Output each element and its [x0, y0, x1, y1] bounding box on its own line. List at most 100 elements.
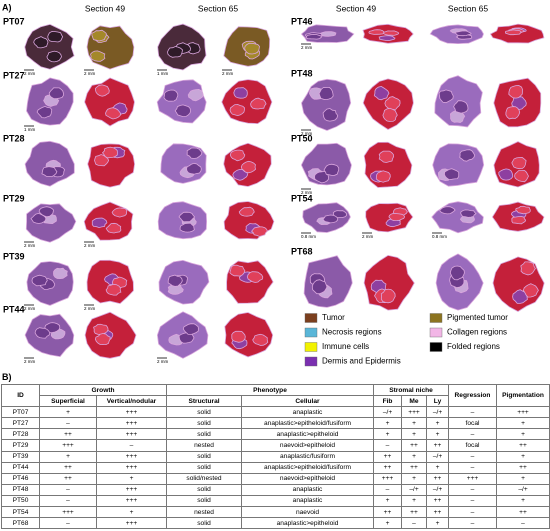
tissue-region	[94, 84, 110, 97]
table-cell: PT54	[1, 506, 40, 519]
table-cell: ++	[496, 506, 550, 519]
table-cell: ++	[373, 506, 403, 519]
header-group: Regression	[448, 383, 498, 408]
table-cell: +	[39, 450, 97, 463]
table-cell: solid	[166, 517, 243, 530]
tissue-region	[449, 265, 465, 281]
sample-id: PT39	[3, 251, 25, 261]
table-cell: PT48	[1, 483, 40, 496]
tissue-region	[240, 160, 257, 174]
table-head: ID Growth Phenotype Stromal niche Regression…	[1, 383, 550, 408]
tissue-region	[511, 156, 527, 170]
legend-label: Immune cells	[322, 342, 369, 351]
tissue-region	[47, 30, 64, 43]
table-cell: +	[95, 506, 168, 519]
table-cell: PT44	[1, 461, 40, 474]
tissue-region	[378, 150, 395, 163]
table-cell: –/+	[401, 483, 428, 496]
table-cell: ++	[401, 506, 428, 519]
table-cell: anaplastic>epitheloid/fusiform	[241, 461, 375, 474]
table-row: PT68– +++ solid anaplastic>epitheloid + – + – –	[1, 517, 550, 530]
table-cell: +	[426, 517, 450, 530]
tissue-region	[505, 106, 521, 120]
table-cell: ++	[426, 506, 450, 519]
table-cell: ++	[373, 461, 403, 474]
legend-label: Collagen regions	[447, 328, 507, 337]
panel-label: B)	[2, 372, 12, 382]
table-cell: –	[373, 439, 403, 452]
legend-label: Pigmented tumor	[447, 313, 508, 322]
header-group: ID	[1, 383, 40, 408]
tissue-region	[44, 322, 61, 334]
sample-id: PT07	[3, 16, 25, 26]
table-cell: +	[426, 417, 450, 430]
table-cell: –	[448, 461, 498, 474]
sample-id: PT27	[3, 70, 25, 80]
legend-swatch	[304, 342, 318, 352]
scale-label: 2 mm	[84, 71, 96, 76]
section-header: Section 65	[198, 3, 238, 13]
tissue-region	[311, 279, 328, 295]
table-cell: anaplastic>epitheloid	[241, 517, 375, 530]
legend-swatch	[429, 327, 443, 338]
table-cell: –	[39, 494, 97, 508]
header-column: Ly	[426, 395, 450, 408]
tissue-region	[439, 206, 456, 215]
tissue-region	[378, 35, 396, 42]
header-group: Phenotype	[166, 383, 375, 397]
table-row: PT50– +++ solid anaplastic + + ++ – +	[1, 494, 550, 508]
table-cell: ++	[426, 472, 450, 485]
table-cell: –	[448, 483, 498, 496]
tissue-region	[514, 170, 529, 183]
tissue-region	[251, 226, 268, 237]
tissue-region	[41, 166, 58, 178]
legend-swatch	[304, 313, 318, 323]
panel-label: A)	[2, 2, 12, 12]
tissue-region	[105, 283, 122, 296]
table-cell: –	[39, 517, 97, 530]
table-cell: naevoid>epitheloid	[241, 472, 375, 485]
tissue-region	[322, 214, 339, 224]
table-cell: –	[448, 406, 498, 419]
section-header: Section 49	[85, 3, 125, 13]
table-cell: –	[448, 428, 498, 441]
table-cell: focal	[448, 417, 498, 430]
tissue-region	[318, 86, 334, 101]
table-cell: +	[496, 417, 550, 430]
table-cell: PT27	[1, 417, 40, 430]
tissue-section	[301, 78, 352, 131]
header-group: Stromal niche	[373, 383, 450, 397]
header-group: Pigmentation	[496, 383, 550, 408]
sample-id: PT54	[291, 193, 313, 203]
tissue-section	[432, 143, 485, 187]
tissue-region	[498, 168, 514, 181]
tissue-region	[373, 85, 390, 101]
tissue-region	[179, 222, 195, 233]
scale-label: 2 mm	[24, 359, 36, 364]
table-cell: solid	[166, 483, 243, 496]
tissue-section	[303, 255, 353, 308]
table-cell: +	[401, 472, 428, 485]
tissue-region	[511, 215, 527, 225]
scale-label: 2 mm	[301, 45, 313, 50]
table-cell: +++	[496, 406, 550, 419]
table-cell: +	[496, 494, 550, 508]
table-cell: +	[373, 517, 403, 530]
table-cell: +++	[39, 439, 97, 452]
tissue-region	[53, 267, 68, 280]
scale-label: 2 mm	[24, 71, 36, 76]
table-cell: +	[426, 428, 450, 441]
tissue-region	[174, 104, 192, 118]
table-row: PT39 + +++ solid anaplastic/fusiform ++ + –/+ – +	[1, 450, 550, 463]
tissue-region	[91, 217, 108, 229]
tissue-region	[34, 327, 51, 339]
header-row: ID Growth Phenotype Stromal niche Regression…	[1, 383, 550, 408]
header-group: Growth	[38, 383, 168, 397]
header-column: Superficial	[39, 395, 97, 408]
tissue-region	[438, 89, 454, 104]
table-cell: +++	[95, 461, 168, 474]
table-cell: solid	[166, 494, 243, 508]
tissue-section	[24, 313, 75, 358]
tissue-region	[388, 212, 406, 222]
tissue-region	[229, 103, 246, 117]
